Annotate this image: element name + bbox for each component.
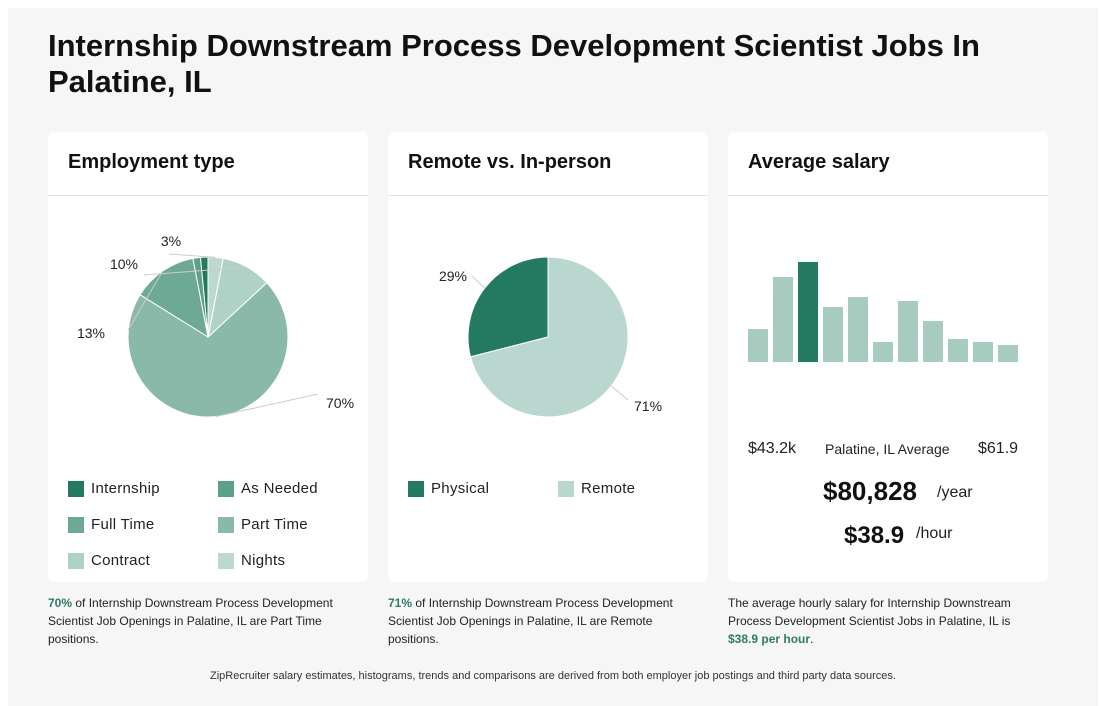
salary-hourly-value: $38.9 bbox=[844, 522, 905, 549]
employment-type-caption: 70% of Internship Downstream Process Dev… bbox=[48, 594, 358, 648]
salary-center-label: Palatine, IL Average bbox=[825, 441, 950, 457]
employment-data-label: 10% bbox=[110, 256, 138, 272]
salary-bar bbox=[923, 321, 943, 362]
remote-data-label: 29% bbox=[439, 268, 467, 284]
salary-hourly-row: $38.9 /hour bbox=[728, 522, 1048, 552]
employment-type-title: Employment type bbox=[48, 132, 368, 196]
page-frame: Internship Downstream Process Developmen… bbox=[8, 8, 1098, 706]
remote-pie-chart: 29% 71% bbox=[439, 256, 662, 418]
employment-leader-line bbox=[215, 393, 319, 418]
salary-caption-text: The average hourly salary for Internship… bbox=[728, 596, 1011, 628]
employment-caption-highlight: 70% bbox=[48, 596, 73, 610]
salary-min-label: $43.2k bbox=[748, 440, 797, 457]
salary-bar bbox=[873, 342, 893, 362]
remote-data-label: 71% bbox=[634, 398, 662, 414]
footer-note: ZipRecruiter salary estimates, histogram… bbox=[210, 670, 896, 682]
salary-title: Average salary bbox=[728, 132, 1048, 196]
salary-bar bbox=[823, 307, 843, 362]
salary-bar bbox=[898, 301, 918, 362]
employment-legend-swatch bbox=[68, 553, 84, 569]
salary-max-label: $61.9 bbox=[978, 440, 1019, 457]
employment-type-card: Employment type 70% 13% 10% 3% Internship As… bbox=[48, 132, 368, 582]
salary-card: Average salary $43.2k Palatine, IL Avera… bbox=[728, 132, 1048, 582]
employment-legend-swatch bbox=[218, 517, 234, 533]
salary-caption-end: . bbox=[810, 632, 814, 646]
employment-caption-text: of Internship Downstream Process Develop… bbox=[48, 596, 333, 646]
employment-legend-swatch bbox=[68, 517, 84, 533]
employment-legend-label: Internship bbox=[91, 480, 160, 497]
remote-legend-label: Physical bbox=[431, 480, 490, 497]
remote-title: Remote vs. In-person bbox=[388, 132, 708, 196]
remote-leader-line bbox=[471, 275, 486, 289]
salary-bar bbox=[773, 277, 793, 362]
salary-yearly-value: $80,828 bbox=[823, 476, 917, 506]
remote-legend-swatch bbox=[558, 481, 574, 497]
employment-legend-label: Part Time bbox=[241, 516, 308, 533]
salary-hourly-unit: /hour bbox=[916, 525, 953, 542]
page-title: Internship Downstream Process Developmen… bbox=[48, 28, 980, 99]
salary-yearly-unit: /year bbox=[937, 484, 973, 501]
remote-leader-line bbox=[610, 385, 629, 401]
remote-legend-label: Remote bbox=[581, 480, 636, 497]
employment-data-label: 13% bbox=[77, 325, 105, 341]
salary-bar-highlight bbox=[798, 262, 818, 362]
employment-legend-label: Full Time bbox=[91, 516, 155, 533]
salary-caption: The average hourly salary for Internship… bbox=[728, 594, 1038, 648]
employment-legend-label: As Needed bbox=[241, 480, 318, 497]
salary-yearly-row: $80,828 /year bbox=[728, 476, 1048, 510]
salary-bar bbox=[973, 342, 993, 362]
employment-legend-swatch bbox=[68, 481, 84, 497]
salary-caption-highlight: $38.9 per hour bbox=[728, 632, 811, 646]
remote-caption-highlight: 71% bbox=[388, 596, 413, 610]
salary-histogram bbox=[748, 262, 1018, 362]
employment-legend-label: Nights bbox=[241, 552, 286, 569]
remote-caption: 71% of Internship Downstream Process Dev… bbox=[388, 594, 698, 648]
employment-legend-label: Contract bbox=[91, 552, 151, 569]
remote-caption-text: of Internship Downstream Process Develop… bbox=[388, 596, 673, 646]
employment-type-pie-chart: 70% 13% 10% 3% bbox=[77, 233, 354, 418]
employment-leader-line bbox=[127, 270, 164, 331]
salary-bar bbox=[948, 339, 968, 362]
salary-bar bbox=[848, 297, 868, 362]
employment-leader-line bbox=[143, 266, 247, 276]
employment-legend-swatch bbox=[218, 553, 234, 569]
employment-legend-swatch bbox=[218, 481, 234, 497]
employment-leader-line bbox=[168, 253, 216, 258]
salary-bar bbox=[998, 345, 1018, 362]
salary-bar bbox=[748, 329, 768, 362]
employment-data-label: 3% bbox=[161, 233, 181, 249]
remote-legend-swatch bbox=[408, 481, 424, 497]
employment-data-label: 70% bbox=[326, 395, 354, 411]
employment-slice-part-time bbox=[127, 282, 289, 418]
remote-card: Remote vs. In-person 29% 71% Physical Remo… bbox=[388, 132, 708, 582]
